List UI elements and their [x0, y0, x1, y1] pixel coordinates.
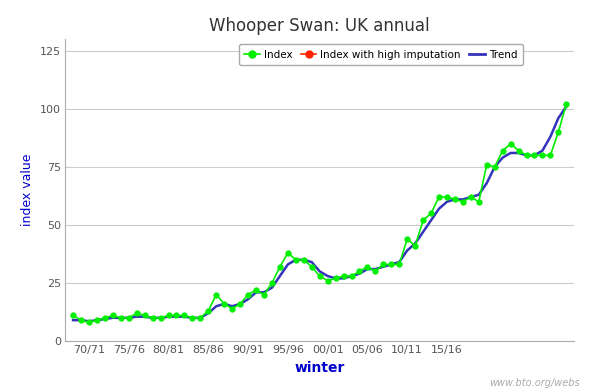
Legend: Index, Index with high imputation, Trend: Index, Index with high imputation, Trend [239, 44, 523, 65]
X-axis label: winter: winter [294, 361, 345, 375]
Text: www.bto.org/webs: www.bto.org/webs [490, 378, 580, 388]
Title: Whooper Swan: UK annual: Whooper Swan: UK annual [210, 17, 430, 35]
Y-axis label: index value: index value [21, 154, 34, 226]
